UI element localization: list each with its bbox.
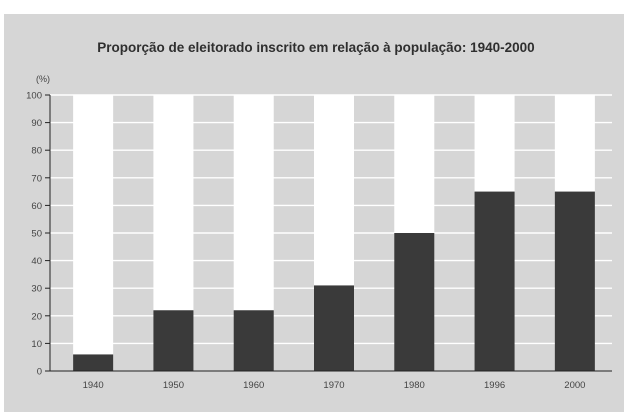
bar-remainder-1960 bbox=[233, 95, 274, 311]
x-tick-labels: 1940 1950 1960 1970 1980 1996 2000 bbox=[83, 380, 586, 391]
x-tick-label-1940: 1940 bbox=[83, 380, 104, 391]
x-tick-label-1970: 1970 bbox=[323, 380, 344, 391]
bar-1980 bbox=[394, 233, 435, 371]
bar-1960 bbox=[233, 310, 274, 371]
bar-remainder-1980 bbox=[394, 95, 435, 233]
bar-remainder-1950 bbox=[153, 95, 194, 311]
bar-remainder-1996 bbox=[474, 95, 515, 192]
bars bbox=[73, 95, 595, 371]
y-tick-label-100: 100 bbox=[26, 91, 42, 102]
y-tick-label-20: 20 bbox=[31, 311, 42, 322]
x-tick-label-1960: 1960 bbox=[243, 380, 264, 391]
y-tick-label-70: 70 bbox=[31, 173, 42, 184]
bar-1970 bbox=[314, 285, 354, 371]
y-tick-label-80: 80 bbox=[31, 146, 42, 157]
bar-1996 bbox=[474, 191, 515, 371]
bar-1940 bbox=[73, 354, 114, 371]
x-tick-label-1950: 1950 bbox=[163, 380, 184, 391]
x-tick-label-2000: 2000 bbox=[564, 380, 585, 391]
y-tick-labels: 0 10 20 30 40 50 60 70 80 90 100 bbox=[26, 91, 42, 378]
chart-title: Proporção de eleitorado inscrito em rela… bbox=[97, 40, 534, 55]
bar-remainder-1970 bbox=[314, 95, 354, 286]
x-tick-label-1996: 1996 bbox=[484, 380, 505, 391]
bar-2000 bbox=[554, 191, 595, 371]
y-axis-unit-label: (%) bbox=[36, 74, 50, 84]
y-tick-label-40: 40 bbox=[31, 256, 42, 267]
y-tick-label-60: 60 bbox=[31, 201, 42, 212]
x-tick-label-1980: 1980 bbox=[404, 380, 425, 391]
axes bbox=[45, 94, 612, 372]
y-tick-label-90: 90 bbox=[31, 118, 42, 129]
y-tick-label-30: 30 bbox=[31, 284, 42, 295]
y-tick-label-50: 50 bbox=[31, 229, 42, 240]
y-tick-label-10: 10 bbox=[31, 339, 42, 350]
bar-1950 bbox=[153, 310, 194, 371]
bar-remainder-1940 bbox=[73, 95, 114, 355]
bar-remainder-2000 bbox=[554, 95, 595, 192]
y-tick-label-0: 0 bbox=[37, 367, 42, 378]
